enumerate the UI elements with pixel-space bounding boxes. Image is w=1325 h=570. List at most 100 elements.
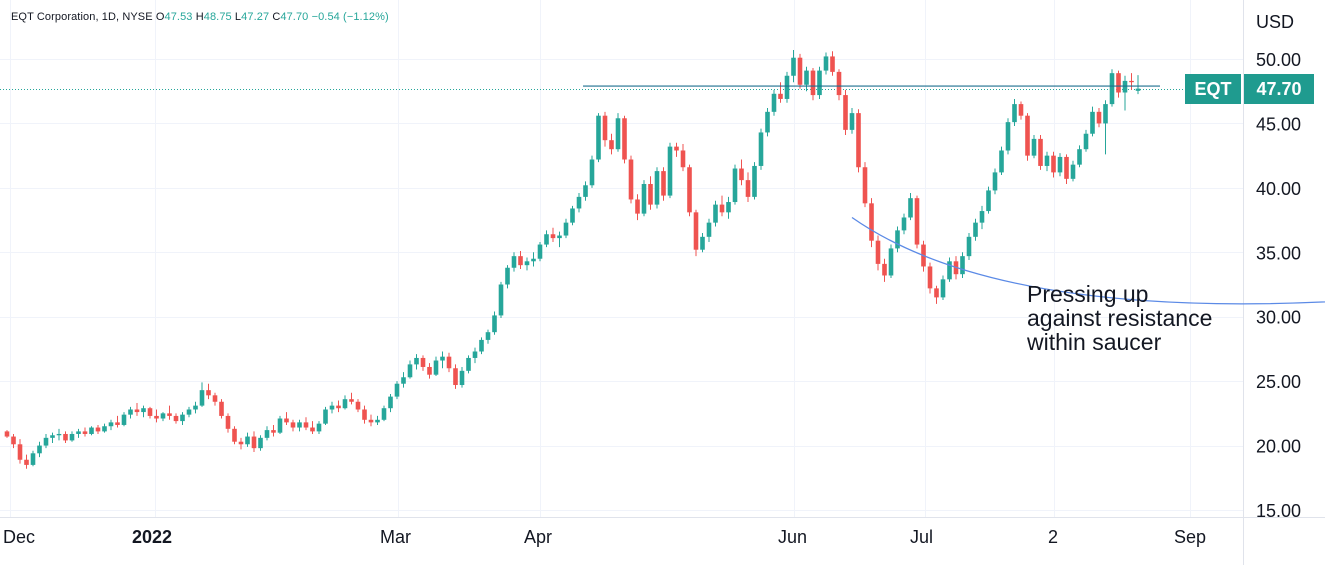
y-tick-label: 15.00 [1256,501,1301,521]
candle-body [882,263,887,276]
candle-body [1135,88,1141,91]
candle-body [836,71,842,96]
x-tick-label: Apr [524,527,552,547]
candle-body [297,422,302,428]
candle-body [1116,73,1121,93]
y-tick-label: 25.00 [1256,372,1301,392]
candle-body [804,70,809,85]
candle-body [50,435,55,438]
candle-body [141,408,146,413]
candle-body [37,445,42,454]
candle-body [69,433,75,441]
candle-body [453,368,458,386]
high-value: 48.75 [203,11,232,23]
candle-body [1044,155,1050,166]
candle-body [531,258,536,262]
candle-body [1057,156,1063,173]
candle-body [427,366,432,375]
candle-body [1109,73,1115,105]
candle-body [245,436,250,445]
change-value: −0.54 (−1.12%) [311,11,389,23]
candle-body [407,364,413,378]
candle-body [609,140,614,150]
candle-body [232,428,237,442]
candle-body [1025,115,1030,156]
candle-body [745,180,751,197]
y-tick-label: 35.00 [1256,243,1301,263]
candle-body [206,390,211,396]
candle-body [557,235,562,239]
candle-body [368,419,374,423]
candle-body [752,165,757,197]
open-label: O [155,11,165,23]
candle-body [323,409,328,424]
candle-body [342,399,348,409]
candle-body [570,208,575,223]
candle-body [420,357,426,367]
candle-body [76,431,81,434]
candle-body [960,256,965,275]
candle-body [999,150,1004,173]
open-value: 47.53 [164,11,193,23]
candle-body [355,401,361,410]
candle-body [726,202,731,213]
y-tick-label: 40.00 [1256,179,1301,199]
candle-body [966,236,972,257]
close-label: C [272,11,281,23]
candle-body [277,418,283,433]
candle-body [310,427,315,432]
candle-body [622,118,627,160]
candle-body [485,332,491,340]
candle-body [459,370,465,386]
candle-body [908,198,913,218]
candle-body [979,211,985,223]
candle-body [375,419,380,423]
candle-body [394,383,400,397]
candle-body [1012,104,1017,123]
candle-body [901,217,907,231]
candle-body [830,56,835,72]
candle-body [732,168,738,203]
candle-body [856,113,861,168]
candle-body [947,261,952,280]
candle-body [193,405,198,410]
candle-body [576,196,582,209]
candle-body [563,222,569,236]
candle-body [121,414,127,425]
candle-body [1096,111,1102,124]
legend-header: EQT Corporation, 1D, NYSE O47.53 H48.75 … [11,11,389,23]
candle-body [862,167,868,204]
candle-body [1070,164,1076,179]
x-tick-label: Dec [3,527,35,547]
y-tick-label: 45.00 [1256,114,1301,134]
candle-body [1031,138,1037,156]
candle-body [466,357,471,371]
candle-body [973,222,978,237]
candle-body [992,172,998,191]
candle-body [817,70,822,96]
candle-body [518,256,523,266]
candle-body [1129,80,1134,83]
candle-body [284,418,289,423]
candle-body [433,360,439,375]
candle-body [628,159,634,200]
candle-body [180,414,185,422]
candle-body [56,433,62,436]
candle-body [667,146,673,196]
candle-body [927,266,933,289]
candle-body [674,146,679,151]
candle-body [303,422,309,428]
candle-body [134,409,140,413]
close-value: 47.70 [280,11,309,23]
candle-body [1064,156,1069,179]
candle-body [719,204,725,213]
candle-body [602,115,608,141]
candle-body [258,437,263,449]
candle-body [388,396,393,409]
candle-body [706,222,712,237]
candle-body [479,339,484,352]
candle-body [739,168,744,181]
candle-body [934,288,939,298]
candle-body [251,436,257,449]
candle-body [63,433,68,441]
